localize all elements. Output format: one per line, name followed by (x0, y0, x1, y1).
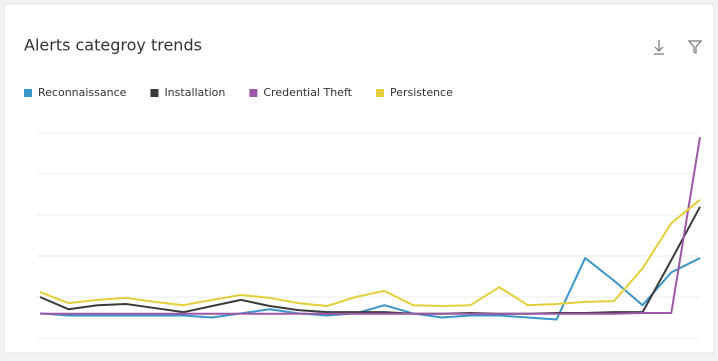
legend-swatch (249, 89, 258, 97)
legend-label: Reconnaissance (38, 86, 127, 99)
legend-swatch (24, 89, 32, 97)
filter-button[interactable] (687, 40, 703, 54)
download-button[interactable] (654, 40, 664, 55)
legend-swatch (375, 89, 384, 97)
card (3, 3, 715, 354)
legend-label: Persistence (390, 86, 453, 99)
series-line (40, 136, 701, 315)
legend-label: Installation (164, 86, 225, 99)
legend-label: Credential Theft (263, 86, 352, 99)
series-line (39, 199, 701, 308)
chart-title: Alerts categroy trends (24, 36, 202, 55)
legend-swatch (150, 89, 159, 97)
legend: Reconnaissance Installation Credential The… (24, 86, 453, 99)
plot (36, 132, 701, 339)
series-line (39, 257, 701, 321)
